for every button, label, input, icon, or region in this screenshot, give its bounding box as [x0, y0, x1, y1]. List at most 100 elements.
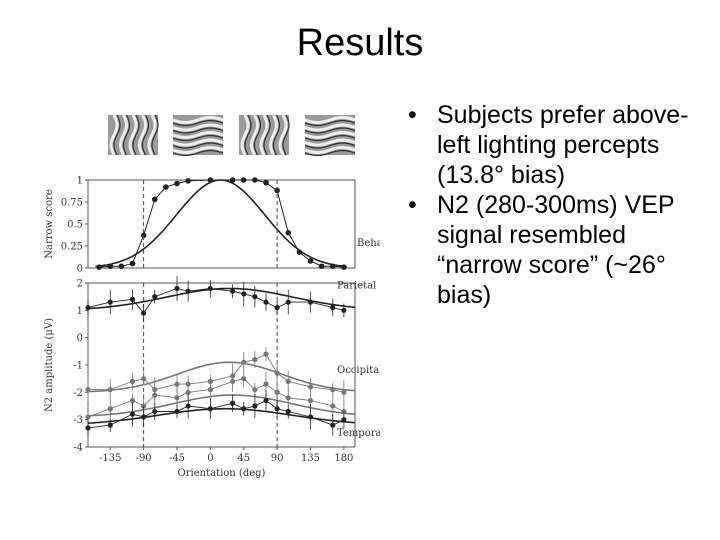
- data-point: [107, 387, 113, 393]
- data-point: [129, 260, 136, 267]
- x-tick-label: -135: [99, 453, 121, 464]
- patch-stripe-shadow: [141, 114, 150, 156]
- data-point: [330, 305, 336, 311]
- behavioural-panel: 0 0.25 0.5 0.75 1 Narrow score Behavioural: [44, 176, 380, 275]
- patch-stripe: [268, 114, 279, 156]
- stimulus-patch: [304, 115, 356, 157]
- data-point: [263, 179, 269, 186]
- patch-stripe: [137, 114, 148, 156]
- data-point: [174, 381, 180, 387]
- x-tick-label: 90: [271, 453, 284, 464]
- patch-stripe: [172, 123, 224, 132]
- data-point: [329, 263, 336, 270]
- data-point: [229, 177, 236, 183]
- data-point: [285, 299, 291, 305]
- data-point: [207, 387, 213, 393]
- data-point: [241, 376, 247, 382]
- patch-stripe-shadow: [263, 114, 271, 156]
- data-point: [285, 408, 291, 415]
- data-line: [99, 179, 344, 268]
- data-point: [129, 397, 136, 404]
- panel-label: Behavioural: [357, 238, 380, 249]
- fit-curve: [87, 287, 356, 310]
- patch-stripe: [172, 130, 224, 140]
- data-point: [230, 400, 236, 406]
- data-point: [307, 384, 314, 390]
- n2-series: [85, 347, 356, 405]
- data-line: [88, 353, 345, 393]
- y-tick-label: 0: [77, 333, 83, 344]
- data-point: [129, 411, 136, 417]
- data-point: [252, 294, 258, 300]
- patch-stripe: [304, 123, 356, 132]
- y-tick-label: -4: [73, 443, 83, 454]
- patch-stripe-shadow: [304, 149, 356, 157]
- data-point: [129, 378, 136, 384]
- patch-stripe-shadow: [151, 114, 159, 156]
- data-point: [285, 395, 291, 401]
- data-point: [274, 406, 280, 412]
- patch-stripe-shadow: [304, 142, 356, 149]
- data-point: [341, 389, 347, 395]
- data-point: [285, 230, 292, 236]
- data-point: [85, 414, 91, 420]
- data-point: [330, 403, 336, 409]
- patch-stripe-shadow: [282, 114, 290, 156]
- data-point: [307, 414, 314, 420]
- data-point: [141, 376, 147, 382]
- data-point: [141, 414, 147, 420]
- patch-stripe-shadow: [272, 114, 281, 156]
- bullet-item: N2 (280-300ms) VEP signal resembled “nar…: [408, 190, 708, 310]
- patch-stripe-shadow: [304, 127, 356, 134]
- patch-stripe: [118, 114, 129, 156]
- data-point: [141, 310, 147, 316]
- bullet-list: Subjects prefer above-left lighting perc…: [408, 100, 708, 310]
- patch-stripe: [172, 138, 224, 147]
- n2-series: [85, 370, 356, 428]
- data-point: [241, 359, 247, 365]
- x-tick-label: 0: [207, 453, 213, 464]
- patch-stripe-shadow: [304, 119, 356, 127]
- y-tick-label: -2: [73, 388, 83, 399]
- data-point: [263, 351, 269, 357]
- data-point: [330, 387, 336, 393]
- patch-stripe-shadow: [113, 114, 121, 156]
- data-point: [207, 177, 214, 183]
- patch-stripe: [147, 114, 157, 156]
- stimulus-patch: [108, 114, 159, 156]
- data-point: [96, 264, 102, 270]
- data-point: [230, 288, 236, 294]
- data-point: [296, 249, 303, 255]
- y-tick-label: 0.25: [61, 242, 83, 253]
- patch-stripe-shadow: [253, 114, 262, 156]
- data-point: [85, 305, 91, 311]
- patch-stripe-shadow: [172, 127, 224, 134]
- y-tick-label: 1: [77, 176, 83, 187]
- patch-stripe: [172, 115, 224, 125]
- stimulus-patch: [239, 114, 290, 156]
- data-point: [341, 264, 347, 270]
- data-line: [87, 378, 345, 418]
- data-point: [107, 406, 113, 412]
- data-point: [185, 178, 191, 184]
- stimulus-patches: [108, 114, 356, 157]
- data-point: [85, 425, 91, 431]
- patch-stripe: [128, 114, 138, 156]
- data-point: [307, 299, 314, 305]
- data-point: [152, 392, 158, 398]
- data-point: [341, 417, 347, 423]
- data-point: [174, 395, 180, 401]
- patch-stripe: [304, 115, 356, 125]
- patch-stripe-shadow: [122, 114, 131, 156]
- data-point: [230, 378, 236, 384]
- slide-title: Results: [296, 22, 424, 64]
- data-point: [252, 387, 258, 393]
- data-point: [318, 263, 325, 270]
- patch-stripe: [109, 114, 119, 156]
- patch-stripe: [249, 114, 260, 156]
- data-point: [307, 258, 314, 264]
- x-tick-label: 180: [334, 453, 353, 464]
- data-point: [152, 408, 158, 415]
- patch-stripe-shadow: [172, 142, 224, 149]
